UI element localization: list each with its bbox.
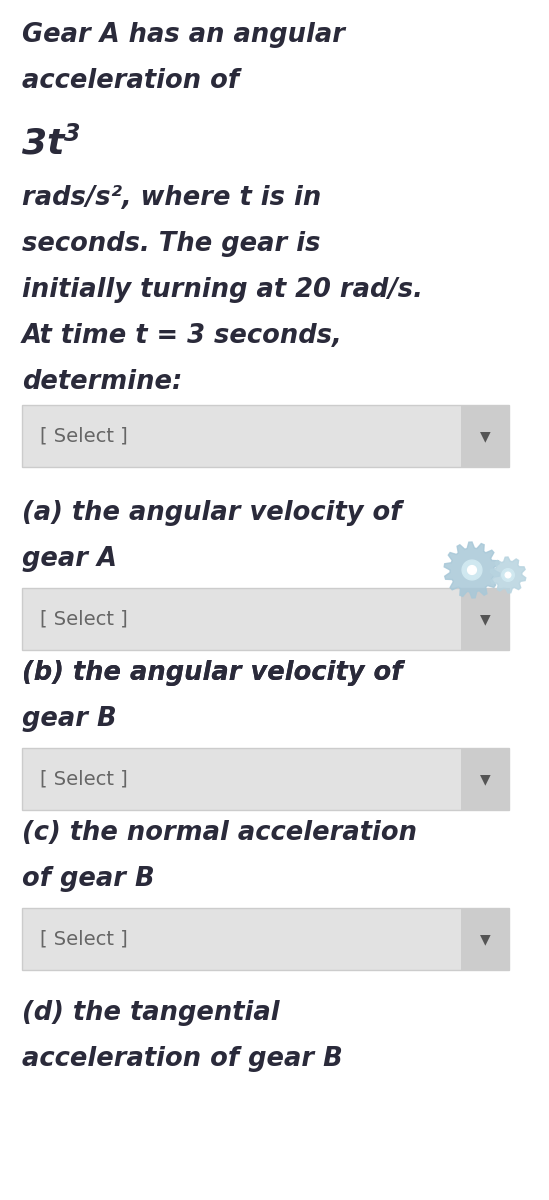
Text: seconds. The gear is: seconds. The gear is bbox=[22, 230, 321, 257]
Text: ▼: ▼ bbox=[480, 772, 490, 786]
Bar bbox=[461, 748, 509, 810]
Text: gear B: gear B bbox=[22, 706, 116, 732]
Text: (d) the tangential: (d) the tangential bbox=[22, 1000, 279, 1026]
Circle shape bbox=[502, 569, 514, 581]
Text: determine:: determine: bbox=[22, 370, 182, 395]
Text: [ Select ]: [ Select ] bbox=[40, 426, 128, 445]
Text: At time t = 3 seconds,: At time t = 3 seconds, bbox=[22, 323, 343, 349]
Text: [ Select ]: [ Select ] bbox=[40, 930, 128, 948]
Bar bbox=[22, 748, 509, 810]
Text: ▼: ▼ bbox=[480, 612, 490, 626]
Text: gear A: gear A bbox=[22, 546, 117, 572]
Text: 3: 3 bbox=[64, 122, 81, 146]
Text: ▼: ▼ bbox=[480, 932, 490, 946]
Text: initially turning at 20 rad/s.: initially turning at 20 rad/s. bbox=[22, 277, 423, 302]
Text: 3t: 3t bbox=[22, 126, 64, 160]
Text: (c) the normal acceleration: (c) the normal acceleration bbox=[22, 820, 417, 846]
Text: of gear B: of gear B bbox=[22, 866, 155, 892]
Text: (a) the angular velocity of: (a) the angular velocity of bbox=[22, 500, 401, 526]
Circle shape bbox=[462, 560, 482, 580]
Bar bbox=[461, 588, 509, 650]
Circle shape bbox=[468, 565, 477, 575]
Text: Gear A has an angular: Gear A has an angular bbox=[22, 22, 345, 48]
Text: ▼: ▼ bbox=[480, 428, 490, 443]
Bar bbox=[22, 908, 509, 970]
Text: [ Select ]: [ Select ] bbox=[40, 769, 128, 788]
Text: acceleration of: acceleration of bbox=[22, 68, 239, 94]
Text: [ Select ]: [ Select ] bbox=[40, 610, 128, 629]
Bar bbox=[22, 404, 509, 467]
Bar bbox=[22, 588, 509, 650]
Bar bbox=[461, 404, 509, 467]
Bar bbox=[461, 908, 509, 970]
Circle shape bbox=[505, 572, 511, 577]
Text: rads/s², where t is in: rads/s², where t is in bbox=[22, 185, 321, 211]
Text: (b) the angular velocity of: (b) the angular velocity of bbox=[22, 660, 402, 686]
Text: acceleration of gear B: acceleration of gear B bbox=[22, 1046, 343, 1072]
Polygon shape bbox=[490, 557, 526, 593]
Polygon shape bbox=[444, 542, 500, 598]
Text: (b) the angular velocity of: (b) the angular velocity of bbox=[22, 660, 402, 686]
